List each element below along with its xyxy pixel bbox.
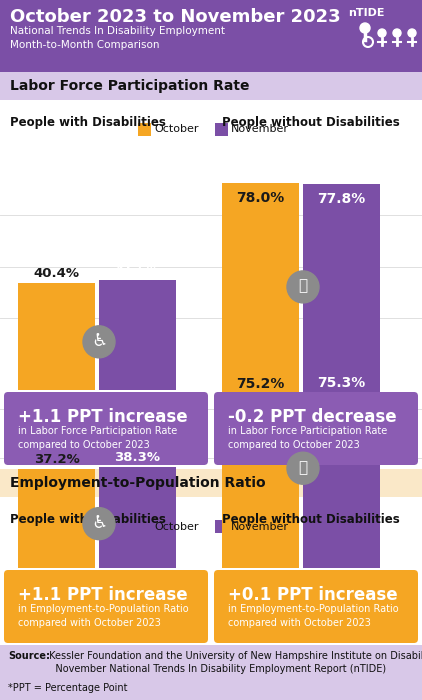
Circle shape [378, 29, 386, 37]
Text: +0.1 PPT increase: +0.1 PPT increase [228, 586, 398, 604]
Text: 41.5%: 41.5% [115, 264, 160, 277]
Text: 77.8%: 77.8% [317, 192, 365, 206]
Text: nTIDE: nTIDE [348, 8, 384, 18]
Circle shape [83, 326, 115, 358]
Text: Employment-to-Population Ratio: Employment-to-Population Ratio [10, 476, 265, 490]
FancyBboxPatch shape [0, 0, 422, 72]
FancyBboxPatch shape [303, 184, 380, 390]
Circle shape [83, 508, 115, 540]
Text: in Labor Force Participation Rate
compared to October 2023: in Labor Force Participation Rate compar… [18, 426, 177, 450]
FancyBboxPatch shape [4, 392, 208, 465]
FancyBboxPatch shape [4, 570, 208, 643]
Text: 🚶: 🚶 [298, 460, 308, 475]
Text: +1.1 PPT increase: +1.1 PPT increase [18, 586, 188, 604]
Text: *PPT = Percentage Point: *PPT = Percentage Point [8, 683, 127, 693]
Text: 75.2%: 75.2% [236, 377, 285, 391]
Text: 78.0%: 78.0% [236, 191, 284, 205]
Text: +1.1 PPT increase: +1.1 PPT increase [18, 408, 188, 426]
Text: 40.4%: 40.4% [33, 267, 79, 280]
FancyBboxPatch shape [138, 123, 151, 136]
Circle shape [287, 271, 319, 303]
FancyBboxPatch shape [0, 469, 422, 497]
FancyBboxPatch shape [215, 123, 228, 136]
Text: 37.2%: 37.2% [34, 454, 79, 466]
FancyBboxPatch shape [215, 520, 228, 533]
Text: -0.2 PPT decrease: -0.2 PPT decrease [228, 408, 397, 426]
Text: People with Disabilities: People with Disabilities [10, 116, 166, 129]
Text: in Employment-to-Population Ratio
compared with October 2023: in Employment-to-Population Ratio compar… [228, 604, 399, 628]
Text: 75.3%: 75.3% [317, 377, 365, 391]
Circle shape [360, 23, 370, 33]
FancyBboxPatch shape [0, 72, 422, 100]
Text: October 2023 to November 2023: October 2023 to November 2023 [10, 8, 341, 26]
FancyBboxPatch shape [18, 283, 95, 390]
Circle shape [393, 29, 401, 37]
FancyBboxPatch shape [99, 466, 176, 568]
FancyBboxPatch shape [214, 570, 418, 643]
Text: Source:: Source: [8, 651, 50, 661]
Circle shape [408, 29, 416, 37]
Text: ♿: ♿ [91, 332, 107, 350]
Circle shape [287, 452, 319, 484]
FancyBboxPatch shape [99, 280, 176, 390]
Text: 38.3%: 38.3% [114, 451, 160, 463]
Text: October: October [154, 125, 198, 134]
Text: Labor Force Participation Rate: Labor Force Participation Rate [10, 79, 249, 93]
Text: Kessler Foundation and the University of New Hampshire Institute on Disability
 : Kessler Foundation and the University of… [46, 651, 422, 674]
Text: November: November [231, 522, 289, 531]
Text: in Employment-to-Population Ratio
compared with October 2023: in Employment-to-Population Ratio compar… [18, 604, 189, 628]
FancyBboxPatch shape [303, 368, 380, 568]
FancyBboxPatch shape [138, 520, 151, 533]
Text: People without Disabilities: People without Disabilities [222, 513, 400, 526]
FancyBboxPatch shape [222, 183, 299, 390]
Text: November: November [231, 125, 289, 134]
FancyBboxPatch shape [214, 392, 418, 465]
Text: 🚶: 🚶 [298, 279, 308, 293]
Text: in Labor Force Participation Rate
compared to October 2023: in Labor Force Participation Rate compar… [228, 426, 387, 450]
Text: ♿: ♿ [91, 514, 107, 531]
FancyBboxPatch shape [0, 645, 422, 700]
FancyBboxPatch shape [222, 369, 299, 568]
Text: People without Disabilities: People without Disabilities [222, 116, 400, 129]
Text: People with Disabilities: People with Disabilities [10, 513, 166, 526]
Text: October: October [154, 522, 198, 531]
FancyBboxPatch shape [0, 495, 422, 570]
Text: National Trends In Disability Employment
Month-to-Month Comparison: National Trends In Disability Employment… [10, 26, 225, 50]
FancyBboxPatch shape [18, 470, 95, 568]
